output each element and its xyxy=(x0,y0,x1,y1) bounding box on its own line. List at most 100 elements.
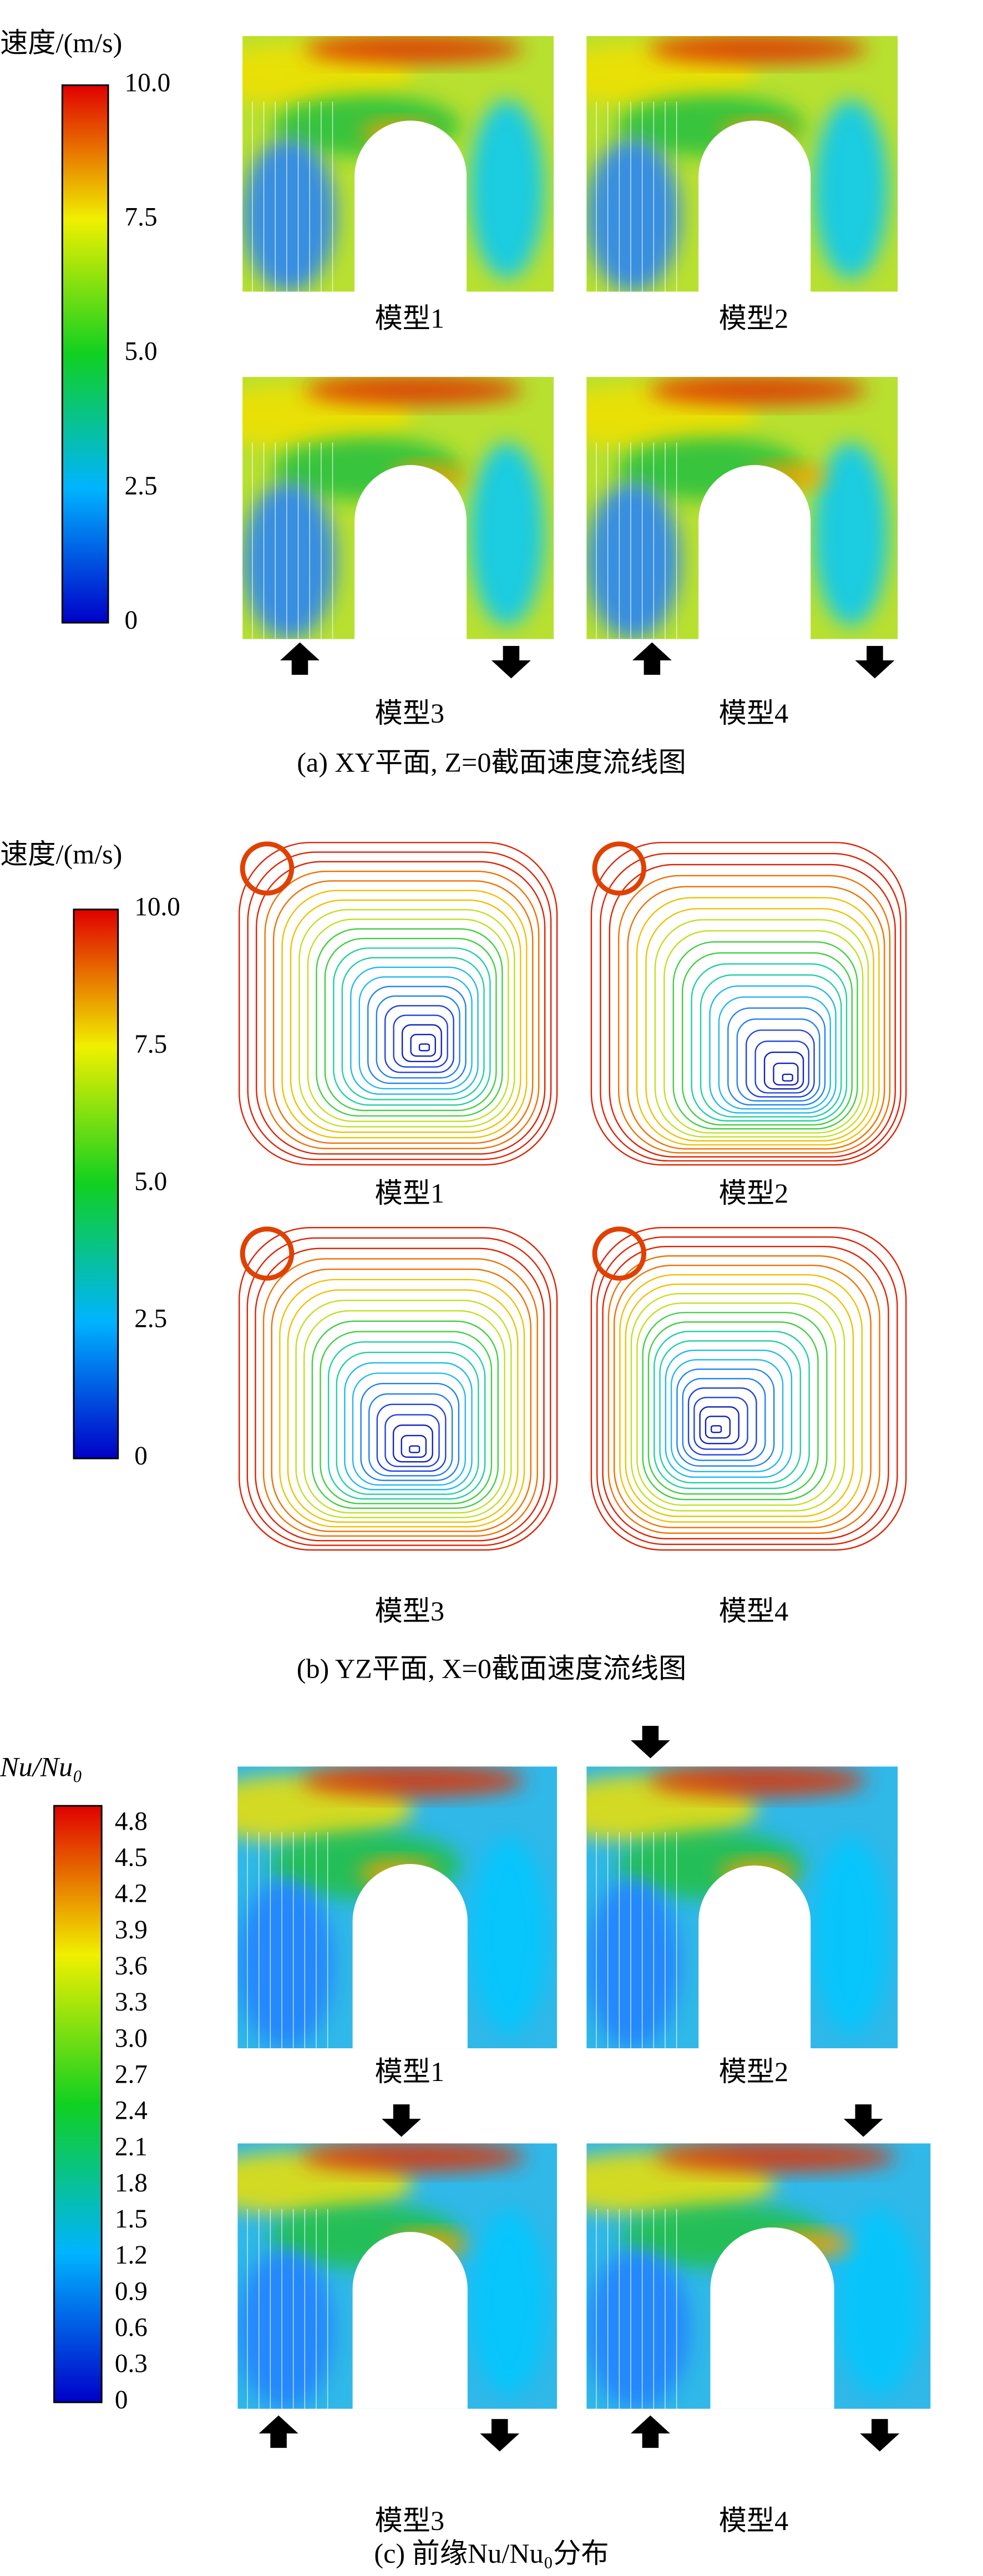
corner-vortex xyxy=(240,841,295,896)
streamline xyxy=(636,897,880,1146)
streamline xyxy=(401,1435,427,1458)
contour-blob xyxy=(301,2143,525,2173)
streamline xyxy=(642,1312,828,1501)
flow-arrow xyxy=(855,646,895,679)
contour-blob xyxy=(470,2210,548,2396)
arch-cutout xyxy=(710,2227,834,2409)
streamline xyxy=(746,1029,815,1098)
streamline xyxy=(295,1300,512,1518)
contour-blob xyxy=(305,36,523,64)
contour-blob xyxy=(813,1837,889,2034)
streamline xyxy=(672,941,858,1130)
corner-vortex xyxy=(240,1226,295,1281)
streamline xyxy=(773,1062,799,1086)
contour-blob xyxy=(242,138,336,292)
contour xyxy=(237,1766,558,2049)
streamline xyxy=(630,1293,845,1512)
streamline xyxy=(653,1331,810,1489)
model-label: 模型1 xyxy=(375,2056,444,2087)
streamline xyxy=(627,886,885,1150)
streamline xyxy=(602,1246,889,1540)
contour xyxy=(586,36,898,292)
arch-cutout xyxy=(352,1864,468,2049)
colorbar-tick-label: 3.9 xyxy=(115,1916,148,1944)
streamline xyxy=(256,861,546,1155)
model-image xyxy=(586,2143,931,2409)
colorbar-tick-label: 4.5 xyxy=(115,1843,148,1872)
colorbar-tick-label: 0.6 xyxy=(115,2314,148,2342)
caption: (b) YZ平面, X=0截面速度流线图 xyxy=(297,1653,687,1684)
corner-vortex xyxy=(592,1226,647,1281)
streamline xyxy=(358,976,473,1090)
streamline xyxy=(367,986,467,1084)
streamline xyxy=(619,1274,863,1523)
colorbar-tick-label: 2.1 xyxy=(115,2133,148,2161)
streamline xyxy=(239,842,558,1166)
streamline xyxy=(613,1265,871,1528)
model-image xyxy=(586,36,898,292)
colorbar-tick-label: 5.0 xyxy=(134,1167,167,1196)
streamline xyxy=(271,1268,532,1532)
colorbar-tick-label: 3.0 xyxy=(115,2024,148,2053)
model-label: 模型1 xyxy=(375,1178,444,1209)
streamline xyxy=(659,1340,802,1484)
streamline xyxy=(287,1289,519,1523)
streamline xyxy=(782,1073,793,1082)
streamline xyxy=(409,1445,420,1453)
contour xyxy=(586,377,898,639)
model-image xyxy=(237,2143,558,2409)
streamline xyxy=(693,1397,748,1450)
streamline xyxy=(262,1258,538,1537)
colorbar-tick-label: 1.2 xyxy=(115,2241,148,2270)
contour-blob xyxy=(586,2249,690,2409)
model-image xyxy=(586,1766,898,2049)
arch-cutout xyxy=(698,120,811,292)
colorbar-tick-label: 2.5 xyxy=(134,1305,167,1334)
streamline xyxy=(711,1425,722,1433)
colorbar-tick-label: 4.2 xyxy=(115,1880,148,1908)
streamline xyxy=(682,1378,766,1461)
contour xyxy=(586,1766,898,2049)
streamline xyxy=(763,1051,804,1090)
model-label: 模型3 xyxy=(375,1595,444,1627)
streamline xyxy=(344,1362,473,1491)
streamline xyxy=(272,880,534,1144)
arch-cutout xyxy=(352,2231,468,2409)
arch-cutout xyxy=(698,465,811,639)
colorbar-tick-label: 3.3 xyxy=(115,1988,148,2017)
streamline xyxy=(727,1007,826,1106)
legend-title: 速度/(m/s) xyxy=(0,839,122,870)
colorbar-tick-label: 0.9 xyxy=(115,2277,148,2306)
model-label: 模型4 xyxy=(719,698,788,729)
streamline xyxy=(625,1284,854,1517)
streamline xyxy=(636,1302,837,1506)
model-label: 模型4 xyxy=(719,2505,788,2536)
flow-arrow xyxy=(632,642,672,675)
model-image xyxy=(242,36,554,292)
streamline xyxy=(336,1351,479,1495)
flow-arrow xyxy=(492,646,531,679)
streamline xyxy=(352,1372,466,1486)
colorbar-tick-label: 1.5 xyxy=(115,2205,148,2234)
contour-blob xyxy=(813,442,889,627)
arch-cutout xyxy=(698,1865,811,2049)
colorbar-tick-label: 10.0 xyxy=(134,893,180,922)
streamline xyxy=(368,1393,453,1477)
colorbar-tick-label: 0.3 xyxy=(115,2350,148,2378)
streamline xyxy=(247,851,552,1160)
colorbar-tick-label: 2.5 xyxy=(125,472,158,501)
streamline xyxy=(307,918,509,1122)
model-image xyxy=(237,1766,558,2049)
streamline xyxy=(609,863,896,1158)
flow-arrow xyxy=(843,2104,883,2137)
streamline xyxy=(699,1406,739,1444)
streamline xyxy=(665,1350,793,1478)
streamline xyxy=(324,938,497,1112)
model-label: 模型3 xyxy=(375,698,444,729)
colorbar-tick-label: 1.8 xyxy=(115,2169,148,2198)
streamline xyxy=(700,974,842,1118)
streamline xyxy=(393,1014,448,1068)
colorbar xyxy=(53,1805,103,2403)
flow-arrow xyxy=(259,2415,298,2448)
streamline xyxy=(705,1416,731,1439)
